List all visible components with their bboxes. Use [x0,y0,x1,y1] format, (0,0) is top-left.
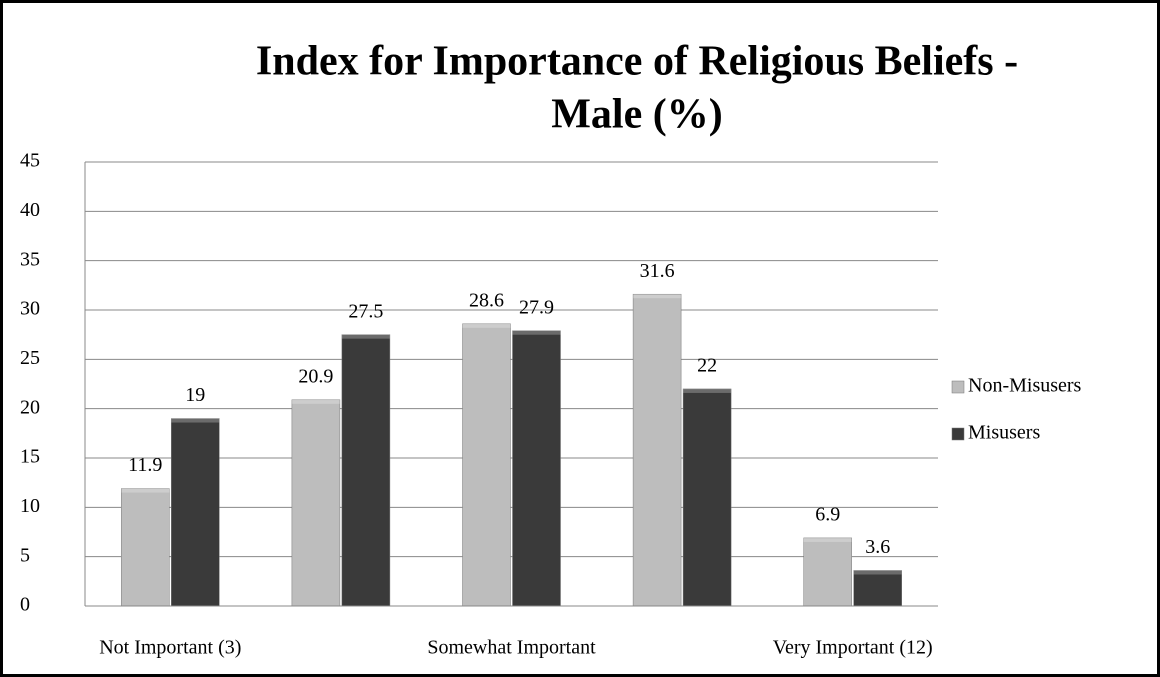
bar-top [171,418,220,423]
bar [682,388,732,607]
bar-top [341,334,390,339]
y-tick-label: 10 [20,495,40,517]
data-label: 28.6 [469,289,504,311]
bar-top [462,323,511,328]
bar [291,399,341,607]
chart-title: Male (%) [551,92,722,138]
bar [121,488,170,607]
bar [632,293,682,607]
bar-top [683,388,732,393]
bar [341,334,391,607]
bar-top [121,488,170,493]
data-label: 27.9 [519,296,554,318]
bar-top [803,537,852,542]
bar-top [633,294,682,299]
data-label: 27.5 [348,300,383,322]
y-tick-label: 15 [20,446,40,468]
legend-swatch [951,427,965,441]
legend-swatch [951,380,965,394]
y-tick-label: 45 [20,150,40,172]
data-label: 3.6 [865,536,890,558]
y-tick-label: 25 [20,347,40,369]
legend-label: Misusers [968,422,1040,444]
x-tick-label: Not Important (3) [99,637,241,659]
data-label: 19 [185,384,205,406]
bar-top [291,399,340,404]
legend-label: Non-Misusers [968,375,1082,397]
bar [512,330,561,607]
bar-top [512,330,561,335]
y-tick-label: 0 [20,594,30,616]
y-tick-label: 30 [20,298,40,320]
bar-top [853,570,902,575]
bar [171,418,220,607]
data-label: 6.9 [815,504,840,526]
data-label: 22 [697,355,717,377]
y-tick-label: 5 [20,544,30,566]
bar [803,537,852,607]
y-tick-label: 20 [20,396,40,418]
x-tick-label: Somewhat Important [427,637,596,659]
data-label: 20.9 [298,365,333,387]
y-tick-label: 40 [20,199,40,221]
chart-title: Index for Importance of Religious Belief… [256,39,1018,85]
y-tick-label: 35 [20,248,40,270]
bar [462,323,511,607]
data-label: 11.9 [128,454,162,476]
x-tick-label: Very Important (12) [773,637,933,659]
data-label: 31.6 [640,260,675,282]
bar [853,570,902,607]
